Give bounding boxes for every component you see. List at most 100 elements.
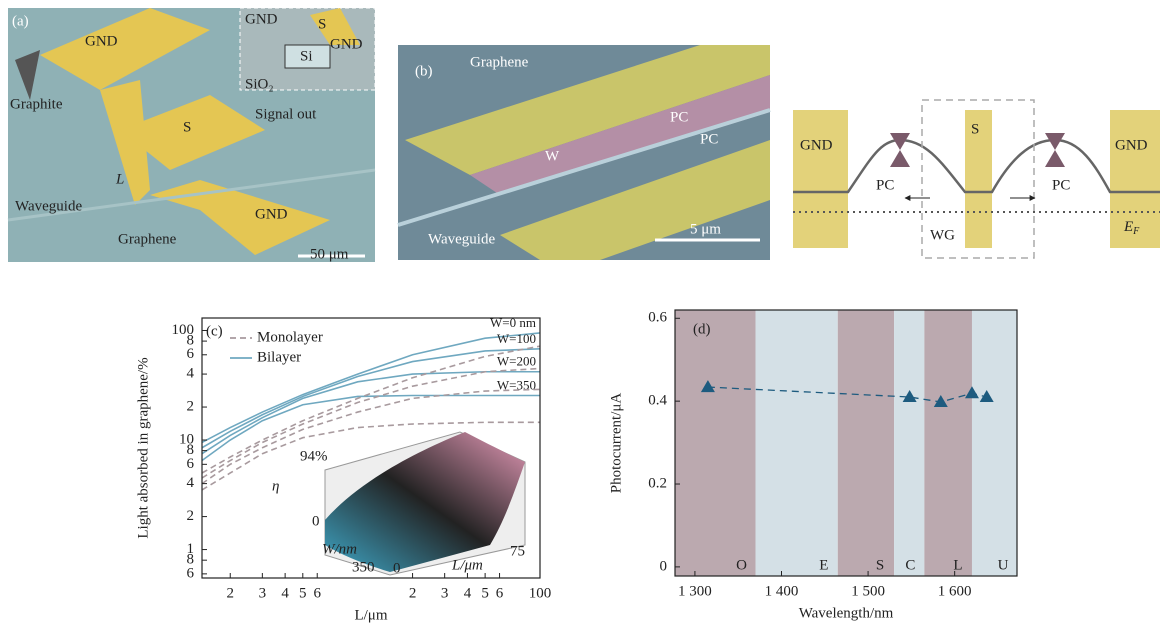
y-tick-label: 100 <box>172 322 195 338</box>
wg-box <box>921 99 1035 259</box>
series-line <box>201 332 541 444</box>
point <box>902 390 917 403</box>
label: GND <box>1115 137 1148 153</box>
series-line <box>201 367 541 479</box>
x-tick-label: 4 <box>281 585 289 601</box>
label: PC <box>700 131 718 147</box>
x-tick-label: 1 400 <box>765 583 799 599</box>
band <box>894 310 925 576</box>
label: EF <box>1123 219 1140 237</box>
label: GND <box>255 206 288 222</box>
x-tick-label: 6 <box>313 585 321 601</box>
charts: (c) Monolayer Bilayer W=0 nmW=100 W=200 W=350… <box>135 309 1018 623</box>
point <box>964 386 979 399</box>
label: Si <box>300 48 313 64</box>
y-tick-label: 2 <box>187 398 195 414</box>
label: Graphene <box>118 231 177 247</box>
series-line <box>201 370 540 455</box>
y-tick-label: 4 <box>187 475 195 491</box>
band <box>971 310 1017 576</box>
x-tick-label: 2 <box>226 585 234 601</box>
inset-label: 94% <box>300 448 328 464</box>
pad <box>120 95 265 170</box>
label: GND <box>330 36 363 52</box>
point <box>933 394 948 407</box>
x-tick-label: 3 <box>259 585 267 601</box>
label: GND <box>85 33 118 49</box>
band-label: L <box>953 557 962 573</box>
point <box>700 380 715 393</box>
label: Graphene <box>470 54 529 70</box>
series-line <box>201 348 541 449</box>
series-line <box>201 388 541 485</box>
graphite <box>15 50 40 100</box>
label: PC <box>876 177 894 193</box>
label: L <box>115 171 124 187</box>
x-tick-label: 5 <box>299 585 307 601</box>
series-label: W=200 <box>497 354 536 369</box>
label: Signal out <box>255 106 317 122</box>
pad <box>150 180 330 255</box>
band <box>755 310 838 576</box>
y-tick-label: 8 <box>187 442 195 458</box>
inset-label: W/nm <box>322 541 357 557</box>
y-axis-title: Photocurrent/μA <box>608 393 624 494</box>
x-tick-label: 2 <box>409 585 417 601</box>
y-tick-label: 6 <box>187 456 195 472</box>
scale-label: 50 μm <box>310 246 349 262</box>
series-line <box>201 421 540 491</box>
inset-label: 0 <box>393 560 401 576</box>
graphene <box>470 75 770 195</box>
label: SiO₂ <box>245 76 274 92</box>
scale-label: 5 μm <box>690 221 721 237</box>
x-tick-label: 1 600 <box>938 583 972 599</box>
inset-label: L/μm <box>451 557 483 573</box>
ef-sub: F <box>1132 226 1140 237</box>
point <box>979 390 994 403</box>
label: Graphite <box>10 96 63 112</box>
band-label: S <box>876 557 884 573</box>
band-label: C <box>905 557 915 573</box>
x-axis-title: L/μm <box>354 607 387 623</box>
y-tick-label: 0.4 <box>648 393 667 409</box>
y-tick-label: 2 <box>187 508 195 524</box>
x-axis-title: Wavelength/nm <box>799 605 894 621</box>
label: S <box>183 119 191 135</box>
series-label: W=0 nm <box>490 315 536 330</box>
band <box>675 310 756 576</box>
label: Waveguide <box>15 198 82 214</box>
si <box>284 44 331 69</box>
y-tick-label: 8 <box>187 552 195 568</box>
y-tick-label: 10 <box>179 431 194 447</box>
ef: E <box>1123 219 1133 235</box>
electrode <box>965 110 992 248</box>
legend-label: Monolayer <box>257 329 323 345</box>
y-tick-label: 8 <box>187 333 195 349</box>
waveguide <box>397 108 771 227</box>
band-label: E <box>819 557 828 573</box>
y-tick-label: 6 <box>187 565 195 581</box>
plot-frame <box>674 309 1018 577</box>
legend-label: Bilayer <box>257 349 301 365</box>
inset-label: 350 <box>352 559 375 575</box>
x-tick-label: 4 <box>464 585 472 601</box>
label: GND <box>800 137 833 153</box>
label: WG <box>930 227 955 243</box>
label: W <box>545 148 560 164</box>
x-tick-label: 5 <box>481 585 489 601</box>
y-tick-label: 1 <box>187 541 195 557</box>
inset-label: 0 <box>312 513 320 529</box>
band-label: U <box>998 557 1009 573</box>
pad <box>405 45 770 175</box>
electrode <box>793 110 848 248</box>
panel-label: (a) <box>12 13 29 29</box>
x-tick-label: 6 <box>496 585 504 601</box>
y-tick-label: 0 <box>660 558 668 574</box>
x-tick-label: 100 <box>529 585 552 601</box>
y-tick-label: 6 <box>187 346 195 362</box>
band-diagram: GND S GND PC PC WG EF <box>793 99 1160 259</box>
series-line <box>201 345 541 474</box>
y-tick-label: 0.2 <box>648 475 667 491</box>
panel-a: (a) GND S Si GND SiO₂ Graphite 50 μm GND… <box>7 7 376 262</box>
